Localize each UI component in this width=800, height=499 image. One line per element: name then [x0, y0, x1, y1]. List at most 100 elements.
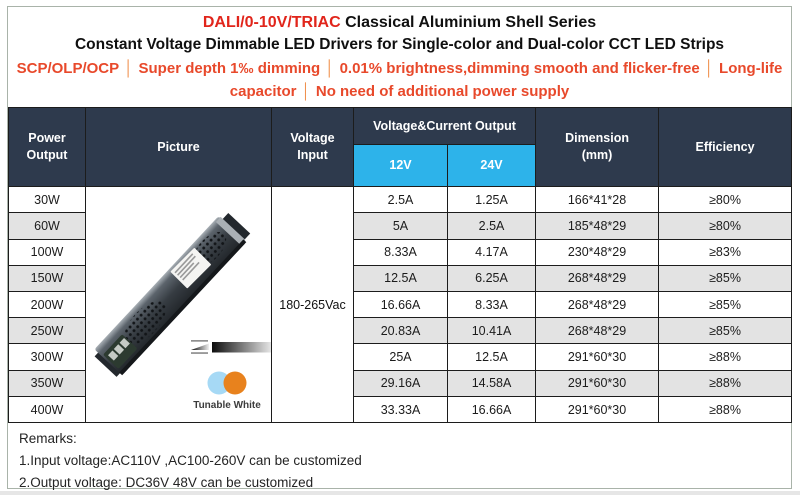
current-12v-cell: 29.16A — [353, 369, 448, 397]
col-header-vin-line2: Input — [297, 148, 328, 163]
col-header-power-output: Power Output — [8, 107, 86, 188]
col-header-power-line2: Output — [26, 148, 68, 163]
dimension-cell: 268*48*29 — [535, 264, 660, 293]
led-driver-image: Tunable White — [94, 213, 271, 411]
feature-item: Long-life capacitor — [229, 60, 783, 100]
table-row: 150W 12.5A 6.25A 268*48*29 ≥85% — [8, 264, 793, 293]
pipe-separator: │ — [325, 60, 335, 78]
table-row: 350W 29.16A 14.58A 291*60*30 ≥88% — [8, 369, 793, 397]
current-24v-cell: 4.17A — [446, 238, 537, 266]
col-header-dimension-line2: (mm) — [581, 148, 613, 163]
dimension-cell: 230*48*29 — [535, 238, 660, 266]
power-cell: 200W — [8, 291, 86, 319]
col-header-12v: 12V — [353, 144, 448, 188]
series-title-black: Classical Aluminium Shell Series — [340, 14, 597, 31]
power-cell: 60W — [8, 212, 86, 240]
current-12v-cell: 2.5A — [353, 186, 448, 214]
spec-table: Power Output Picture Voltage Input Volta… — [8, 107, 793, 424]
remarks-heading: Remarks: — [19, 431, 77, 447]
dimension-cell: 268*48*29 — [535, 317, 660, 345]
power-cell: 150W — [8, 264, 86, 293]
table-row: 60W 5A 2.5A 185*48*29 ≥80% — [8, 212, 793, 240]
current-24v-cell: 8.33A — [446, 291, 537, 319]
efficiency-cell: ≥80% — [658, 212, 793, 240]
terminal-block — [103, 335, 137, 369]
current-24v-cell: 6.25A — [446, 264, 537, 293]
efficiency-cell: ≥85% — [658, 317, 793, 345]
dimension-cell: 185*48*29 — [535, 212, 660, 240]
col-header-efficiency: Efficiency — [658, 107, 793, 188]
power-cell: 300W — [8, 343, 86, 371]
tunable-white-icon: Tunable White — [193, 371, 261, 411]
col-header-picture: Picture — [85, 107, 272, 188]
tunable-white-label: Tunable White — [193, 400, 261, 411]
pipe-separator: │ — [124, 60, 134, 78]
current-12v-cell: 25A — [353, 343, 448, 371]
pipe-separator: │ — [704, 60, 715, 78]
dimension-cell: 166*41*28 — [535, 186, 660, 214]
dimension-cell: 291*60*30 — [535, 395, 660, 424]
current-12v-cell: 12.5A — [353, 264, 448, 293]
dimmable-icon — [190, 340, 271, 355]
col-header-voltage-current-output: Voltage&Current Output — [352, 107, 537, 146]
current-24v-cell: 2.5A — [446, 212, 537, 240]
subheader-row: 12V 24V — [9, 144, 792, 188]
feature-item: No need of additional power supply — [315, 82, 570, 100]
voltage-input-cell: 180-265Vac — [271, 186, 354, 424]
power-cell: 30W — [8, 186, 86, 214]
series-title-red: DALI/0-10V/TRIAC — [202, 14, 341, 31]
dimension-cell: 268*48*29 — [535, 291, 660, 319]
efficiency-cell: ≥88% — [658, 395, 793, 424]
current-24v-cell: 12.5A — [446, 343, 537, 371]
dimension-cell: 291*60*30 — [535, 369, 660, 397]
table-row: 250W 20.83A 10.41A 268*48*29 ≥85% — [8, 317, 793, 345]
col-header-dimension-line1: Dimension — [565, 131, 629, 146]
current-12v-cell: 20.83A — [353, 317, 448, 345]
power-cell: 100W — [8, 238, 86, 266]
subtitle: Constant Voltage Dimmable LED Drivers fo… — [74, 36, 725, 53]
table-row: 300W 25A 12.5A 291*60*30 ≥88% — [8, 343, 793, 371]
title-block: DALI/0-10V/TRIAC Classical Aluminium She… — [8, 7, 791, 103]
product-picture-cell: Tunable White — [85, 186, 272, 424]
power-cell: 350W — [8, 369, 86, 397]
table-row: 400W 33.33A 16.66A 291*60*30 ≥88% — [8, 395, 793, 424]
power-cell: 250W — [8, 317, 86, 345]
feature-item: 0.01% brightness,dimming smooth and flic… — [339, 60, 700, 78]
col-header-dimension: Dimension (mm) — [535, 107, 660, 188]
remarks-block: Remarks: 1.Input voltage:AC110V ,AC100-2… — [8, 423, 791, 499]
dimension-cell: 291*60*30 — [535, 343, 660, 371]
col-header-voltage-input: Voltage Input — [271, 107, 354, 188]
pipe-separator: │ — [301, 82, 311, 100]
efficiency-cell: ≥83% — [658, 238, 793, 266]
table-row: 200W 16.66A 8.33A 268*48*29 ≥85% — [8, 291, 793, 319]
efficiency-cell: ≥88% — [658, 343, 793, 371]
col-header-power-line1: Power — [28, 131, 66, 146]
series-title: DALI/0-10V/TRIAC Classical Aluminium She… — [8, 13, 791, 33]
current-12v-cell: 5A — [353, 212, 448, 240]
col-header-24v: 24V — [446, 144, 537, 188]
power-cell: 400W — [8, 395, 86, 424]
driver-body — [94, 213, 250, 377]
remarks-line-2: 2.Output voltage: DC36V 48V can be custo… — [19, 474, 314, 490]
feature-item: SCP/OLP/OCP — [16, 60, 120, 78]
feature-item: Super depth 1‰ dimming — [138, 60, 321, 78]
table-row: 100W 8.33A 4.17A 230*48*29 ≥83% — [8, 238, 793, 266]
header-row: Power Output Picture Voltage Input Volta… — [8, 107, 793, 188]
spec-sheet: DALI/0-10V/TRIAC Classical Aluminium She… — [7, 6, 793, 490]
current-24v-cell: 16.66A — [446, 395, 537, 424]
current-24v-cell: 10.41A — [446, 317, 537, 345]
remarks-line-1: 1.Input voltage:AC110V ,AC100-260V can b… — [19, 453, 362, 468]
current-12v-cell: 8.33A — [353, 238, 448, 266]
current-12v-cell: 33.33A — [353, 395, 448, 424]
efficiency-cell: ≥88% — [658, 369, 793, 397]
efficiency-cell: ≥80% — [658, 186, 793, 214]
efficiency-cell: ≥85% — [658, 264, 793, 293]
current-24v-cell: 14.58A — [446, 369, 537, 397]
current-12v-cell: 16.66A — [353, 291, 448, 319]
feature-line: SCP/OLP/OCP │ Super depth 1‰ dimming │ 0.01%… — [8, 58, 791, 103]
current-24v-cell: 1.25A — [446, 186, 537, 214]
col-header-vin-line1: Voltage — [290, 131, 335, 146]
efficiency-cell: ≥85% — [658, 291, 793, 319]
scan-edge-strip — [0, 491, 800, 495]
table-row: 30W — [8, 186, 793, 424]
